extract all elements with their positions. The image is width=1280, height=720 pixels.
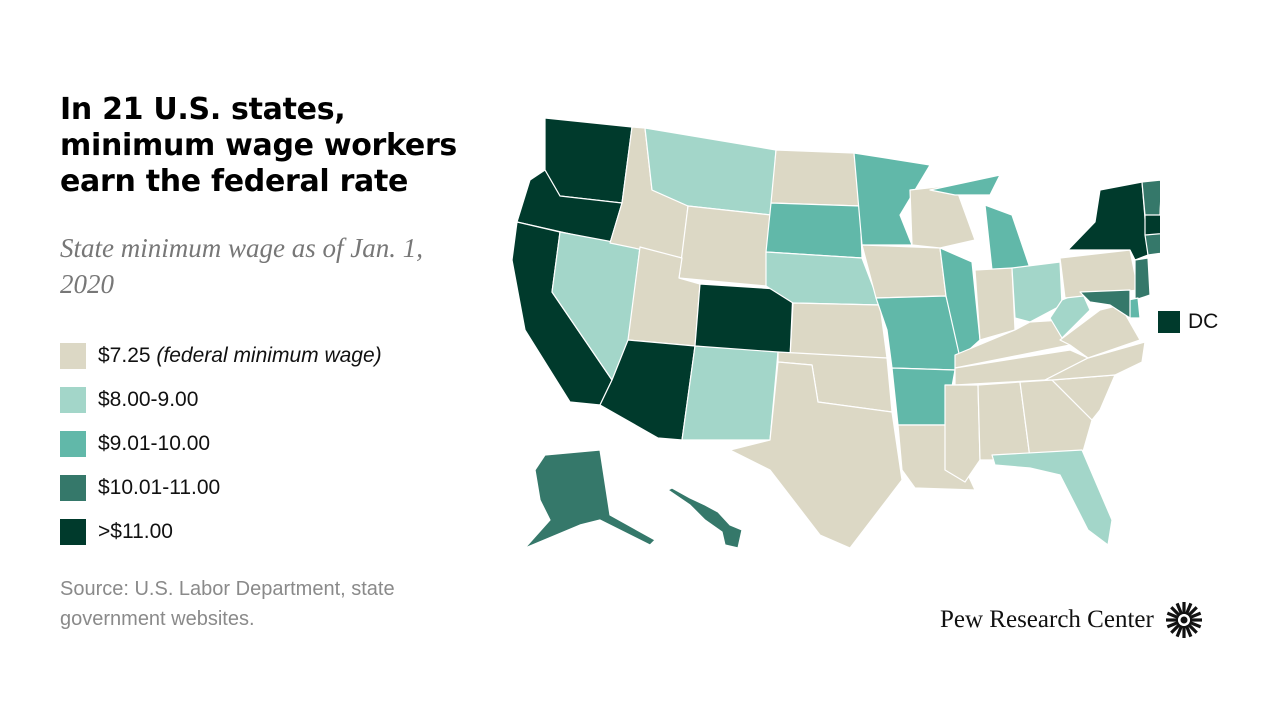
legend-item-9-10: $9.01-10.00 [60, 422, 382, 466]
state-IN [974, 267, 1016, 341]
state-MD [1079, 289, 1131, 319]
state-MN [853, 152, 931, 246]
legend-item-over-11: >$11.00 [60, 510, 382, 554]
us-choropleth-map [511, 117, 1160, 549]
state-NM [681, 345, 779, 441]
legend-label-8-9: $8.00-9.00 [98, 388, 199, 411]
legend-swatch-9-10 [60, 431, 86, 457]
dc-legend: DC [1158, 310, 1218, 334]
sunburst-ray [1188, 611, 1202, 620]
state-IA [861, 244, 947, 299]
state-MI-upper [929, 174, 1001, 196]
pew-sunburst-icon [1165, 602, 1202, 638]
state-CT [1144, 232, 1160, 256]
legend-item-federal: $7.25 (federal minimum wage) [60, 334, 382, 378]
legend-swatch-federal [60, 343, 86, 369]
sunburst-ray [1166, 620, 1179, 629]
legend-label-9-10: $9.01-10.00 [98, 432, 211, 455]
state-KS [789, 302, 888, 359]
logo-text: Pew Research Center [940, 606, 1154, 633]
sunburst-ray [1169, 606, 1181, 617]
legend-swatch-8-9 [60, 387, 86, 413]
sunburst-ray [1186, 623, 1198, 634]
state-ND [770, 149, 861, 207]
state-VT [1141, 179, 1160, 216]
legend-item-10-11: $10.01-11.00 [60, 466, 382, 510]
legend-label-federal: $7.25 (federal minimum wage) [98, 344, 382, 367]
state-MA [1144, 213, 1160, 236]
legend: $7.25 (federal minimum wage) $8.00-9.00 … [60, 334, 382, 554]
state-NY [1067, 181, 1149, 261]
dc-swatch [1158, 311, 1180, 333]
legend-label-10-11: $10.01-11.00 [98, 476, 221, 499]
source-note: Source: U.S. Labor Department, state gov… [60, 578, 395, 630]
legend-label-over-11: >$11.00 [98, 520, 173, 543]
state-TX [729, 361, 903, 549]
state-OH [1011, 261, 1063, 323]
state-FL [991, 449, 1113, 546]
pew-logo: Pew Research Center [940, 600, 1204, 640]
legend-swatch-10-11 [60, 475, 86, 501]
state-MI [984, 204, 1031, 271]
state-WY [678, 205, 772, 287]
state-WA [544, 117, 633, 204]
sunburst-ray [1184, 624, 1193, 638]
state-HI [667, 487, 743, 549]
state-AK [524, 449, 656, 549]
state-VA [1059, 304, 1141, 359]
sunburst-ray [1175, 602, 1183, 616]
chart-title: In 21 U.S. states, minimum wage workers … [60, 92, 457, 199]
sunburst-ray [1186, 606, 1198, 617]
legend-swatch-over-11 [60, 519, 86, 545]
sunburst-ray [1169, 623, 1181, 634]
sunburst-ray [1166, 611, 1179, 620]
state-NE [765, 251, 881, 306]
sunburst-ray [1188, 620, 1202, 629]
sunburst-ray [1184, 602, 1193, 616]
legend-item-8-9: $8.00-9.00 [60, 378, 382, 422]
dc-label: DC [1188, 310, 1219, 333]
legend-note-federal: (federal minimum wage) [156, 344, 382, 367]
state-SD [765, 202, 863, 259]
sunburst-ray [1175, 624, 1183, 638]
state-WV [1049, 291, 1091, 339]
state-MS [944, 384, 981, 483]
chart-subtitle: State minimum wage as of Jan. 1, 2020 [60, 233, 423, 299]
state-NJ [1134, 257, 1151, 301]
